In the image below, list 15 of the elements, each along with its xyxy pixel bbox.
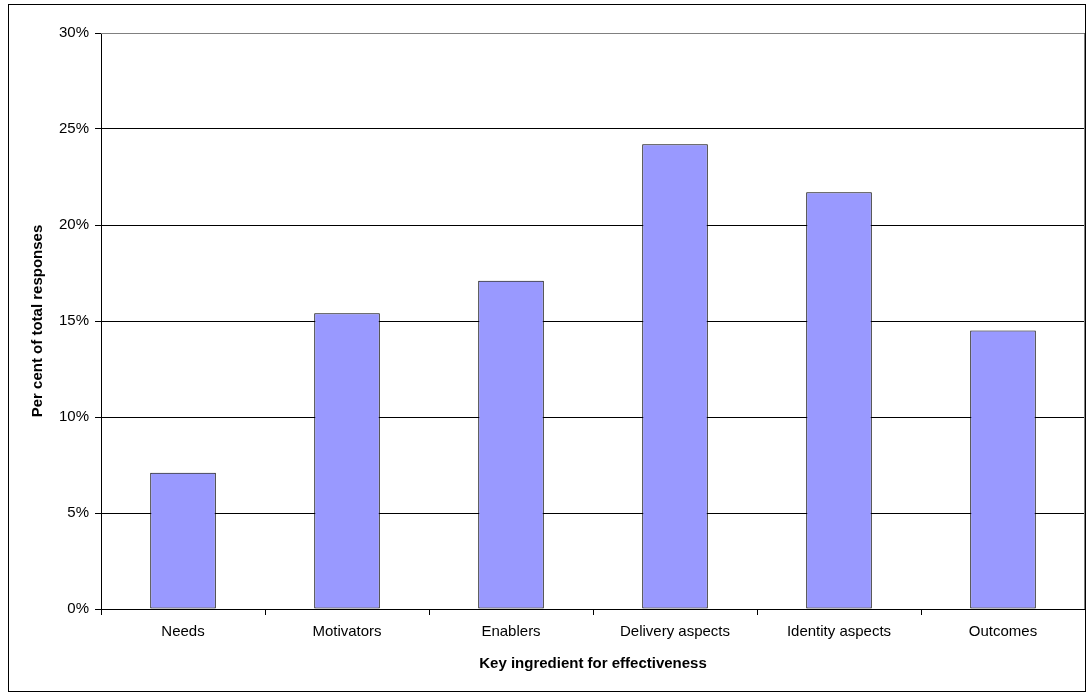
y-tick-label: 30% (58, 23, 90, 41)
x-tick-label: Motivators (312, 622, 382, 640)
y-tick-label: 20% (58, 215, 90, 233)
y-tick-label: 0% (67, 599, 90, 617)
y-tick-label: 10% (58, 407, 90, 425)
x-axis-title: Key ingredient for effectiveness (479, 654, 707, 672)
x-tick-label: Outcomes (968, 622, 1038, 640)
x-tick-label: Delivery aspects (619, 622, 731, 640)
y-tick-label: 25% (58, 119, 90, 137)
y-axis-title: Per cent of total responses (28, 224, 46, 418)
y-tick-label: 5% (67, 503, 90, 521)
x-tick-label: Needs (161, 622, 205, 640)
y-tick-label: 15% (58, 311, 90, 329)
x-tick-label: Enablers (481, 622, 541, 640)
x-tick-label: Identity aspects (786, 622, 892, 640)
